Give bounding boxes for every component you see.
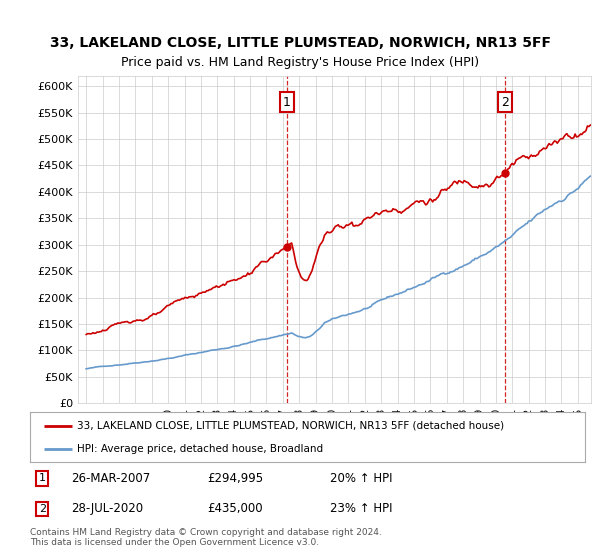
Text: 33, LAKELAND CLOSE, LITTLE PLUMSTEAD, NORWICH, NR13 5FF (detached house): 33, LAKELAND CLOSE, LITTLE PLUMSTEAD, NO… [77,421,504,431]
Text: Price paid vs. HM Land Registry's House Price Index (HPI): Price paid vs. HM Land Registry's House … [121,56,479,69]
Text: 1: 1 [283,96,290,109]
Text: 1: 1 [39,473,46,483]
Text: HPI: Average price, detached house, Broadland: HPI: Average price, detached house, Broa… [77,445,323,454]
Text: 2: 2 [38,504,46,514]
Text: 2: 2 [502,96,509,109]
Text: £435,000: £435,000 [208,502,263,515]
Text: Contains HM Land Registry data © Crown copyright and database right 2024.
This d: Contains HM Land Registry data © Crown c… [30,528,382,547]
Text: 28-JUL-2020: 28-JUL-2020 [71,502,144,515]
Text: 23% ↑ HPI: 23% ↑ HPI [330,502,392,515]
Text: 26-MAR-2007: 26-MAR-2007 [71,472,151,485]
Text: 33, LAKELAND CLOSE, LITTLE PLUMSTEAD, NORWICH, NR13 5FF: 33, LAKELAND CLOSE, LITTLE PLUMSTEAD, NO… [49,36,551,50]
Text: £294,995: £294,995 [208,472,264,485]
Text: 20% ↑ HPI: 20% ↑ HPI [330,472,392,485]
